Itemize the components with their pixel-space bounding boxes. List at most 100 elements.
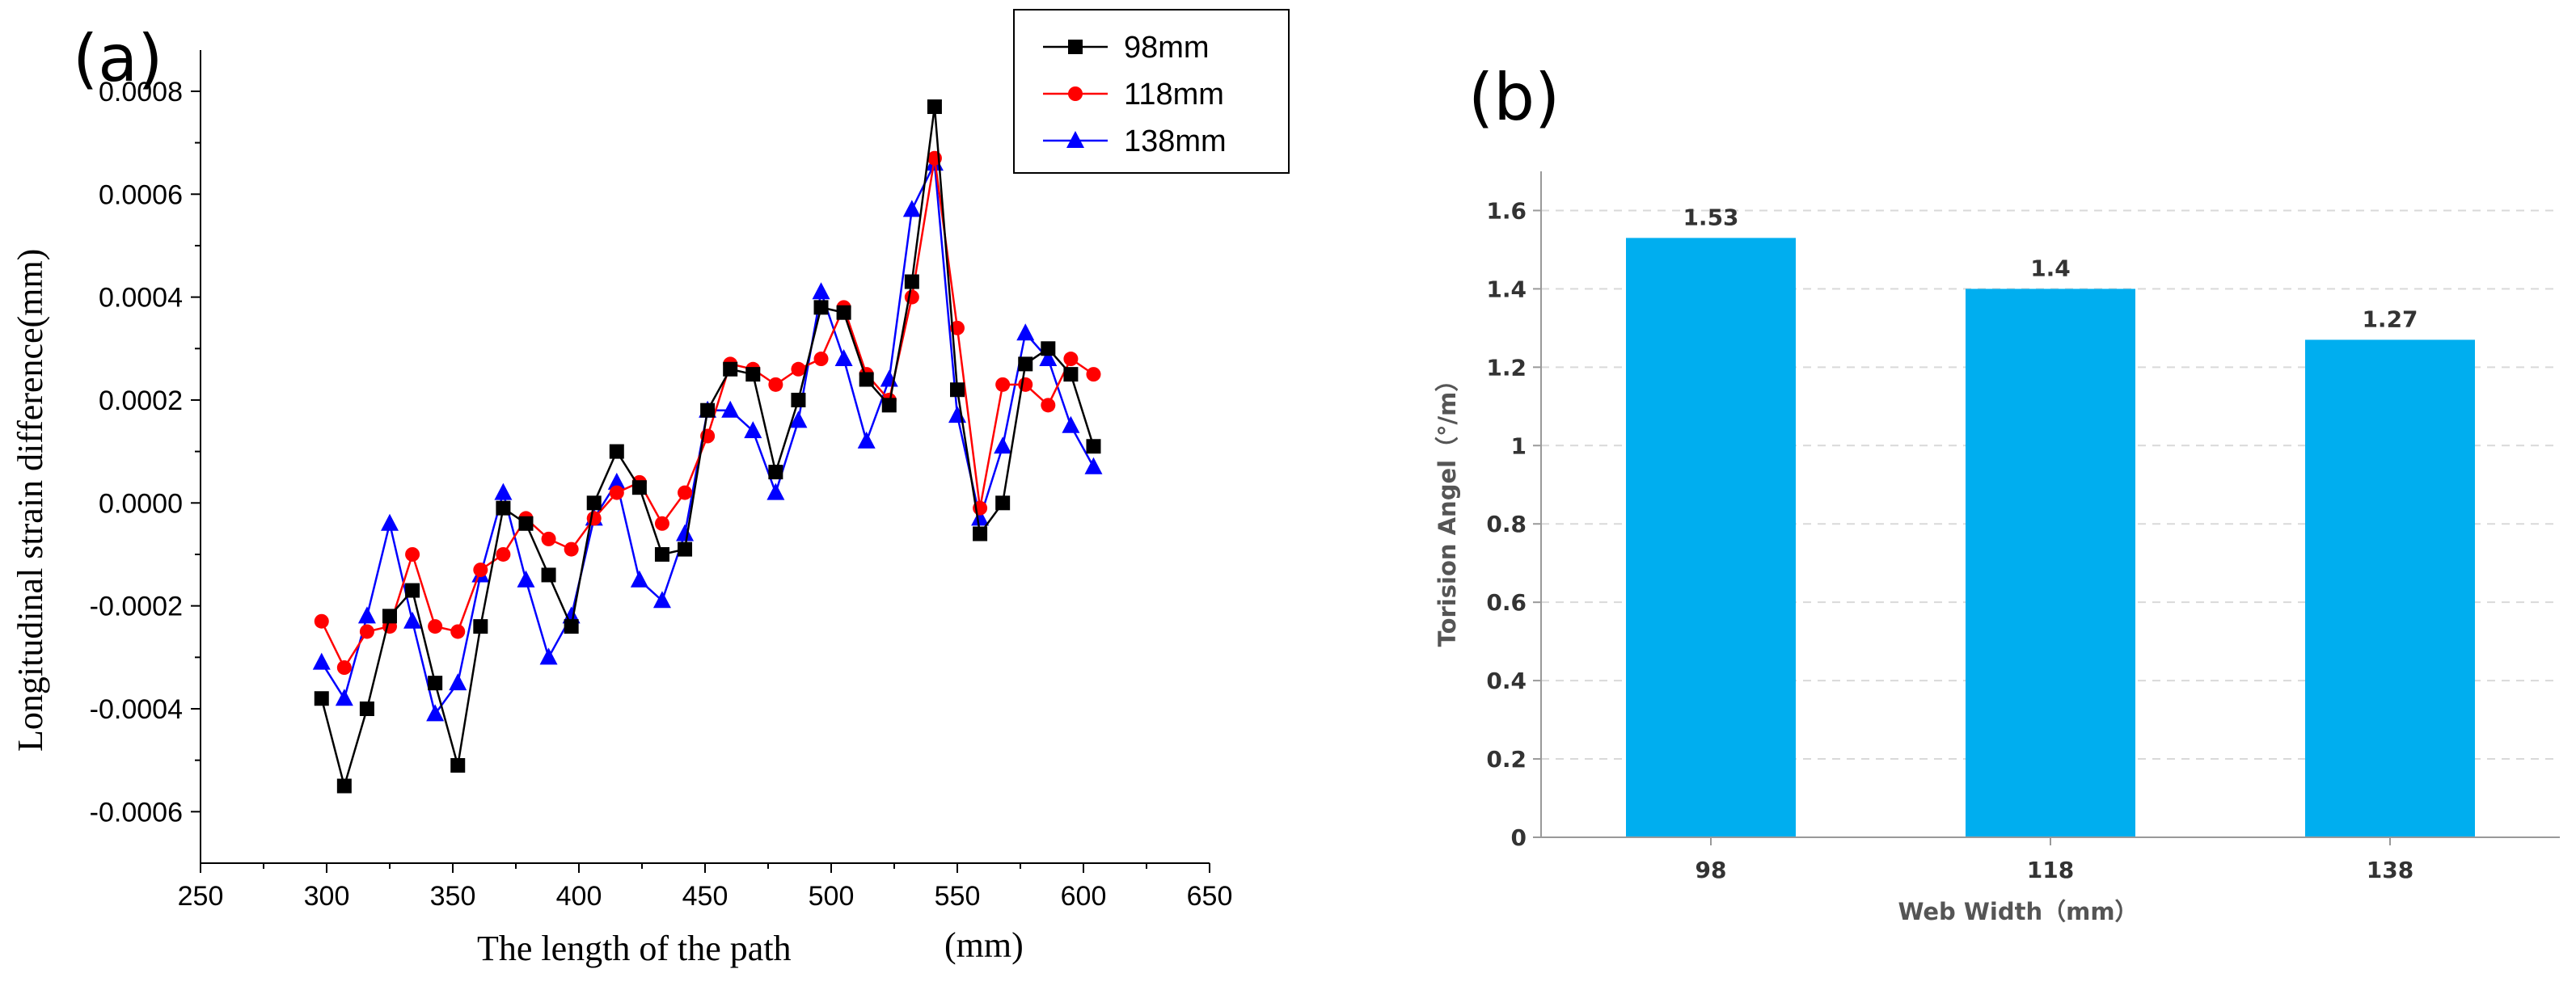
- x-tick-label: 400: [556, 881, 602, 912]
- series-98mm: [314, 99, 1101, 794]
- panel-a-legend: 98mm 118mm 138mm: [1013, 9, 1290, 174]
- panel-a-line-chart: (a) 250 300 350 400 450 500 550 600 650 -0.0006 -0…: [11, 9, 1290, 968]
- data-point-138mm: [652, 591, 671, 609]
- data-point-138mm: [834, 349, 853, 367]
- panel-b-x-axis-title: Web Width（mm）: [1898, 898, 2138, 925]
- y-tick-label: 0.2: [1486, 746, 1527, 773]
- data-point-138mm: [607, 472, 626, 490]
- data-point-118mm: [450, 624, 466, 639]
- data-point-118mm: [1063, 352, 1079, 367]
- data-point-98mm: [541, 567, 556, 583]
- data-point-138mm: [812, 282, 830, 300]
- data-point-98mm: [678, 541, 693, 557]
- data-point-98mm: [382, 609, 397, 624]
- data-point-118mm: [904, 289, 919, 305]
- data-point-138mm: [789, 411, 808, 428]
- x-tick-label: 550: [935, 881, 981, 912]
- panel-a-x-axis-unit: (mm): [944, 925, 1024, 965]
- panel-a-ticks: 250 300 350 400 450 500 550 600 650 -0.0006 -0.000…: [90, 77, 1233, 912]
- data-point-138mm: [1016, 323, 1035, 341]
- legend-marker-98mm: [1068, 40, 1083, 54]
- data-point-118mm: [473, 563, 488, 578]
- data-point-98mm: [791, 392, 806, 407]
- data-point-118mm: [654, 516, 669, 531]
- data-point-98mm: [564, 619, 579, 634]
- data-point-138mm: [766, 482, 785, 500]
- x-tick-label: 600: [1061, 881, 1107, 912]
- data-point-98mm: [768, 465, 783, 480]
- data-point-118mm: [950, 320, 965, 335]
- data-point-138mm: [857, 431, 876, 449]
- panel-a-y-axis-title: Longitudinal strain difference(mm): [11, 249, 50, 752]
- data-point-98mm: [359, 701, 374, 716]
- data-point-138mm: [449, 673, 467, 691]
- data-point-118mm: [564, 541, 579, 557]
- data-point-138mm: [1039, 349, 1058, 367]
- y-tick-label: -0.0006: [90, 797, 183, 828]
- data-point-118mm: [609, 485, 624, 500]
- data-point-138mm: [312, 652, 331, 670]
- y-tick-label: 0.4: [1486, 668, 1527, 694]
- legend-box: [1013, 9, 1290, 174]
- x-tick-label: 450: [682, 881, 728, 912]
- y-tick-label: 1.6: [1486, 197, 1527, 224]
- data-point-118mm: [813, 352, 829, 367]
- bar-118: [1966, 289, 2135, 838]
- data-point-98mm: [859, 372, 874, 387]
- data-point-118mm: [678, 485, 693, 500]
- data-point-138mm: [676, 524, 695, 541]
- y-tick-label: 1.2: [1486, 354, 1527, 381]
- x-tick-label: 250: [178, 881, 224, 912]
- data-point-138mm: [357, 606, 376, 624]
- data-point-138mm: [630, 570, 648, 588]
- data-point-138mm: [721, 400, 740, 418]
- legend-marker-138mm: [1066, 131, 1084, 148]
- data-point-138mm: [494, 482, 513, 500]
- data-point-98mm: [496, 500, 511, 516]
- data-point-118mm: [995, 377, 1011, 392]
- legend-marker-118mm: [1068, 86, 1083, 101]
- x-tick-label: 500: [809, 881, 855, 912]
- data-point-138mm: [381, 513, 399, 531]
- data-point-98mm: [654, 546, 669, 562]
- bar-data-label: 1.53: [1683, 204, 1738, 230]
- panel-b-bars: 1.53 1.4 1.27: [1626, 204, 2475, 838]
- y-tick-label: 0.6: [1486, 589, 1527, 616]
- y-tick-label: 0.0006: [99, 179, 183, 210]
- data-point-138mm: [994, 436, 1012, 454]
- data-point-138mm: [539, 647, 558, 665]
- bar-98: [1626, 238, 1796, 837]
- data-point-118mm: [336, 660, 352, 676]
- data-point-138mm: [426, 704, 445, 722]
- legend-label-118mm: 118mm: [1124, 78, 1224, 112]
- data-point-98mm: [609, 444, 624, 459]
- series-118mm: [314, 150, 1101, 676]
- data-point-138mm: [403, 611, 422, 629]
- data-point-118mm: [1041, 398, 1056, 413]
- x-tick-label: 118: [2027, 857, 2074, 883]
- panel-b-bar-chart: (b) 1.53 1.4 1.27 0 0.2 0.4 0.6 0.8 1 1.2 1.4 1.6 9…: [1434, 60, 2560, 925]
- data-point-98mm: [450, 758, 466, 773]
- y-tick-label: 0: [1511, 824, 1527, 851]
- x-tick-label: 138: [2367, 857, 2413, 883]
- x-tick-label: 350: [430, 881, 476, 912]
- data-point-118mm: [496, 546, 511, 562]
- data-point-98mm: [336, 778, 352, 794]
- y-tick-label: 0.0000: [99, 488, 183, 519]
- y-tick-label: 0.0004: [99, 283, 183, 314]
- data-point-98mm: [1018, 356, 1033, 372]
- data-point-118mm: [359, 624, 374, 639]
- data-point-98mm: [723, 361, 738, 377]
- y-tick-label: 1: [1511, 432, 1527, 459]
- data-point-98mm: [904, 274, 919, 289]
- legend-label-138mm: 138mm: [1124, 124, 1227, 158]
- y-tick-label: -0.0004: [90, 694, 183, 725]
- data-point-98mm: [1041, 341, 1056, 356]
- data-point-98mm: [428, 676, 443, 691]
- bar-data-label: 1.27: [2362, 305, 2418, 332]
- data-point-98mm: [586, 495, 602, 511]
- data-point-118mm: [314, 613, 329, 629]
- data-point-138mm: [517, 570, 535, 588]
- panel-b-label: (b): [1468, 60, 1560, 135]
